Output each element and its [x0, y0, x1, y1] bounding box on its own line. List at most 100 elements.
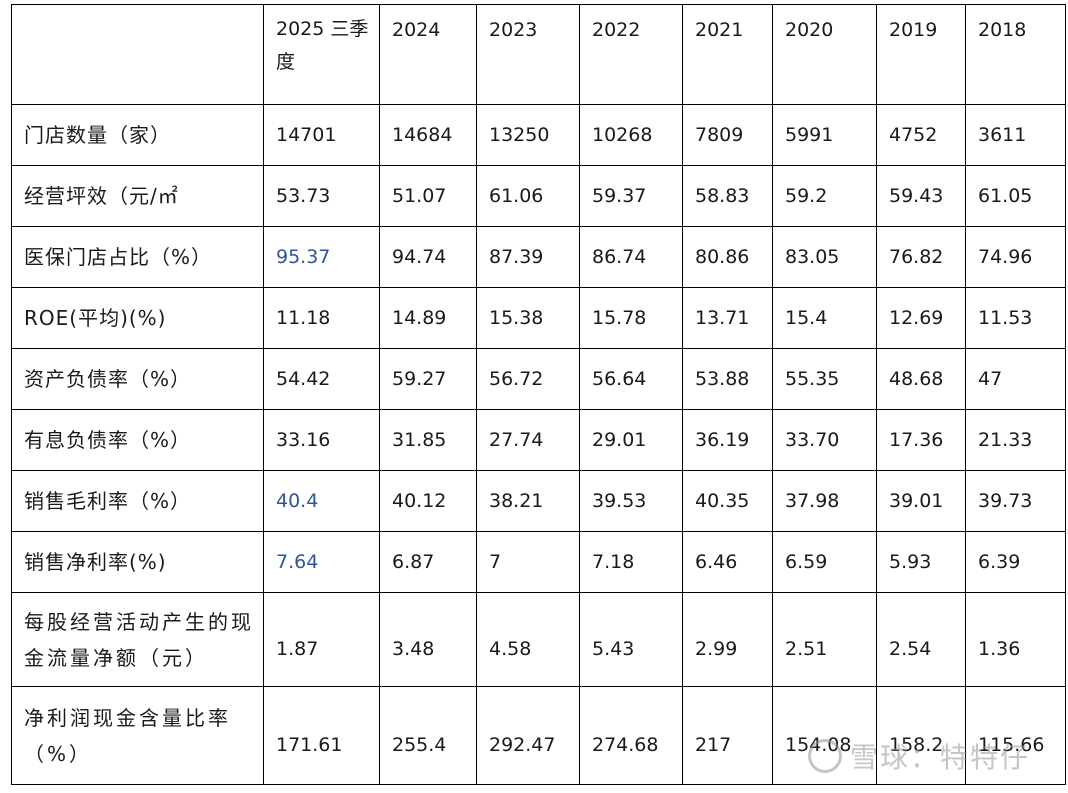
year-header: 2019	[876, 4, 966, 105]
watermark-text: 雪球：特特仔	[850, 741, 1031, 774]
row-label: 销售毛利率（%）	[11, 470, 264, 532]
table-cell: 1.36	[965, 592, 1066, 687]
table-cell: 55.35	[772, 348, 877, 410]
year-header: 2022	[579, 4, 683, 105]
table-row: 医保门店占比（%） 95.37 94.74 87.39 86.74 80.86 …	[11, 226, 1066, 288]
table-cell: 39.73	[965, 470, 1066, 532]
table-cell: 61.05	[965, 165, 1066, 227]
year-header: 2021	[682, 4, 773, 105]
table-cell: 217	[682, 686, 773, 785]
table-cell: 94.74	[379, 226, 477, 288]
table-cell: 53.73	[263, 165, 380, 227]
table-cell: 80.86	[682, 226, 773, 288]
table-cell: 53.88	[682, 348, 773, 410]
table-cell: 2.51	[772, 592, 877, 687]
table-cell: 5.43	[579, 592, 683, 687]
table-cell: 274.68	[579, 686, 683, 785]
table-cell: 7	[476, 531, 580, 593]
table-cell: 38.21	[476, 470, 580, 532]
row-label: ROE(平均)(%)	[11, 287, 264, 349]
table-cell-highlighted: 95.37	[263, 226, 380, 288]
table-cell: 39.01	[876, 470, 966, 532]
table-row: 门店数量（家） 14701 14684 13250 10268 7809 599…	[11, 104, 1066, 166]
row-label: 销售净利率(%)	[11, 531, 264, 593]
table-cell: 171.61	[263, 686, 380, 785]
row-label: 医保门店占比（%）	[11, 226, 264, 288]
year-header: 2025 三季度	[263, 4, 380, 105]
row-label: 资产负债率（%）	[11, 348, 264, 410]
table-cell: 21.33	[965, 409, 1066, 471]
table-cell: 15.38	[476, 287, 580, 349]
table-row: 销售毛利率（%） 40.4 40.12 38.21 39.53 40.35 37…	[11, 470, 1066, 532]
year-header: 2020	[772, 4, 877, 105]
table-cell: 3.48	[379, 592, 477, 687]
table-cell-highlighted: 7.64	[263, 531, 380, 593]
table-cell: 39.53	[579, 470, 683, 532]
header-row: 2025 三季度 2024 2023 2022 2021 2020 2019 2…	[11, 4, 1066, 105]
table-cell: 36.19	[682, 409, 773, 471]
table-cell: 83.05	[772, 226, 877, 288]
table-cell: 27.74	[476, 409, 580, 471]
table-row: 有息负债率（%） 33.16 31.85 27.74 29.01 36.19 3…	[11, 409, 1066, 471]
table-cell: 10268	[579, 104, 683, 166]
table-cell: 14684	[379, 104, 477, 166]
table-cell: 14701	[263, 104, 380, 166]
table-cell: 61.06	[476, 165, 580, 227]
table-cell: 5.93	[876, 531, 966, 593]
table-cell-highlighted: 40.4	[263, 470, 380, 532]
table-cell: 12.69	[876, 287, 966, 349]
table-row: 净利润现金含量比率（%） 171.61 255.4 292.47 274.68 …	[11, 686, 1066, 785]
table-cell: 292.47	[476, 686, 580, 785]
table-cell: 3611	[965, 104, 1066, 166]
table-cell: 13.71	[682, 287, 773, 349]
year-header: 2018	[965, 4, 1066, 105]
row-label: 门店数量（家）	[11, 104, 264, 166]
table-cell: 6.39	[965, 531, 1066, 593]
table-cell: 59.43	[876, 165, 966, 227]
year-header: 2024	[379, 4, 477, 105]
watermark: 雪球：特特仔	[808, 736, 1030, 776]
table-cell: 51.07	[379, 165, 477, 227]
table-cell: 255.4	[379, 686, 477, 785]
table-cell: 2.54	[876, 592, 966, 687]
table-cell: 15.4	[772, 287, 877, 349]
table-cell: 14.89	[379, 287, 477, 349]
table-cell: 48.68	[876, 348, 966, 410]
table-cell: 33.16	[263, 409, 380, 471]
corner-cell	[11, 4, 264, 105]
row-label: 每股经营活动产生的现金流量净额（元）	[11, 592, 264, 687]
table-cell: 59.27	[379, 348, 477, 410]
table-cell: 54.42	[263, 348, 380, 410]
row-label: 有息负债率（%）	[11, 409, 264, 471]
table-cell: 11.18	[263, 287, 380, 349]
table-cell: 59.37	[579, 165, 683, 227]
table-cell: 56.64	[579, 348, 683, 410]
table-cell: 58.83	[682, 165, 773, 227]
table-row: 经营坪效（元/㎡ 53.73 51.07 61.06 59.37 58.83 5…	[11, 165, 1066, 227]
table-cell: 4.58	[476, 592, 580, 687]
table-cell: 115.66	[965, 686, 1066, 785]
table-cell: 1.87	[263, 592, 380, 687]
table-cell: 33.70	[772, 409, 877, 471]
table-cell: 56.72	[476, 348, 580, 410]
table-cell: 29.01	[579, 409, 683, 471]
table-cell: 2.99	[682, 592, 773, 687]
table-cell: 37.98	[772, 470, 877, 532]
table-cell: 87.39	[476, 226, 580, 288]
row-label: 经营坪效（元/㎡	[11, 165, 264, 227]
data-table-container: 2025 三季度 2024 2023 2022 2021 2020 2019 2…	[11, 4, 1066, 785]
table-row: ROE(平均)(%) 11.18 14.89 15.38 15.78 13.71…	[11, 287, 1066, 349]
table-cell: 4752	[876, 104, 966, 166]
table-cell: 86.74	[579, 226, 683, 288]
year-header: 2023	[476, 4, 580, 105]
table-cell: 40.12	[379, 470, 477, 532]
table-cell: 7809	[682, 104, 773, 166]
table-cell: 15.78	[579, 287, 683, 349]
row-label: 净利润现金含量比率（%）	[11, 686, 264, 785]
table-cell: 74.96	[965, 226, 1066, 288]
table-cell: 40.35	[682, 470, 773, 532]
table-cell: 5991	[772, 104, 877, 166]
table-row: 每股经营活动产生的现金流量净额（元） 1.87 3.48 4.58 5.43 2…	[11, 592, 1066, 687]
table-cell: 6.87	[379, 531, 477, 593]
table-cell: 7.18	[579, 531, 683, 593]
